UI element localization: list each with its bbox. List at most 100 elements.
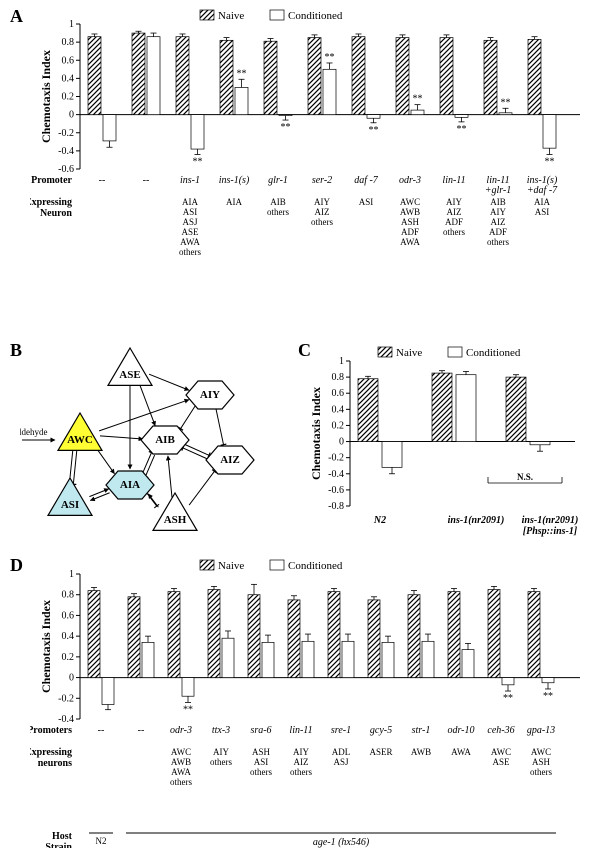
svg-text:Naive: Naive bbox=[218, 560, 244, 572]
svg-text:ins-1: ins-1 bbox=[180, 175, 200, 186]
svg-text:ASJ: ASJ bbox=[333, 757, 349, 767]
svg-text:1: 1 bbox=[339, 356, 344, 367]
svg-text:AIY: AIY bbox=[314, 197, 330, 207]
svg-text:+glr-1: +glr-1 bbox=[485, 185, 512, 196]
svg-text:Conditioned: Conditioned bbox=[288, 10, 343, 22]
svg-text:AIY: AIY bbox=[213, 747, 229, 757]
svg-text:-0.4: -0.4 bbox=[328, 469, 344, 480]
svg-text:0.8: 0.8 bbox=[332, 372, 345, 383]
svg-text:others: others bbox=[250, 767, 272, 777]
svg-text:ASE: ASE bbox=[119, 369, 140, 381]
svg-text:ASJ: ASJ bbox=[182, 217, 198, 227]
svg-text:AWC: AWC bbox=[67, 434, 93, 446]
svg-text:others: others bbox=[443, 227, 465, 237]
svg-text:ser-2: ser-2 bbox=[312, 175, 332, 186]
svg-text:AWA: AWA bbox=[171, 767, 191, 777]
svg-text:1: 1 bbox=[69, 569, 74, 580]
svg-text:Host: Host bbox=[52, 831, 73, 842]
svg-text:AIA: AIA bbox=[534, 197, 550, 207]
panel-a-label: A bbox=[10, 6, 23, 27]
svg-text:0.4: 0.4 bbox=[62, 631, 75, 642]
svg-text:Benzaldehyde: Benzaldehyde bbox=[20, 427, 47, 437]
svg-text:AIB: AIB bbox=[270, 197, 286, 207]
svg-text:AIZ: AIZ bbox=[220, 454, 240, 466]
svg-text:ins-1(s): ins-1(s) bbox=[219, 175, 250, 186]
svg-text:sra-6: sra-6 bbox=[250, 725, 271, 736]
svg-text:others: others bbox=[179, 247, 201, 257]
svg-text:ADL: ADL bbox=[332, 747, 351, 757]
svg-text:Neuron: Neuron bbox=[40, 208, 72, 219]
svg-text:**: ** bbox=[369, 125, 379, 136]
svg-text:N2: N2 bbox=[373, 515, 386, 526]
svg-text:ttx-3: ttx-3 bbox=[212, 725, 230, 736]
svg-text:neurons: neurons bbox=[38, 758, 72, 769]
svg-text:Expressing: Expressing bbox=[30, 747, 72, 758]
svg-text:N2: N2 bbox=[96, 836, 107, 846]
svg-text:0.2: 0.2 bbox=[62, 92, 75, 103]
svg-text:others: others bbox=[210, 757, 232, 767]
svg-text:others: others bbox=[290, 767, 312, 777]
svg-text:-0.8: -0.8 bbox=[328, 501, 344, 512]
svg-text:-0.2: -0.2 bbox=[328, 453, 344, 464]
svg-text:Conditioned: Conditioned bbox=[288, 560, 343, 572]
svg-text:odr-3: odr-3 bbox=[399, 175, 421, 186]
svg-text:-0.4: -0.4 bbox=[58, 146, 74, 157]
svg-text:others: others bbox=[267, 207, 289, 217]
svg-text:Chemotaxis Index: Chemotaxis Index bbox=[39, 600, 53, 693]
svg-text:--: -- bbox=[99, 175, 106, 186]
svg-text:AWB: AWB bbox=[171, 757, 191, 767]
svg-text:ASI: ASI bbox=[535, 207, 550, 217]
svg-text:ASH: ASH bbox=[164, 514, 187, 526]
svg-text:AWC: AWC bbox=[491, 747, 511, 757]
svg-text:ASE: ASE bbox=[181, 227, 199, 237]
svg-text:sre-1: sre-1 bbox=[331, 725, 351, 736]
svg-text:ceh-36: ceh-36 bbox=[487, 725, 514, 736]
svg-text:Chemotaxis Index: Chemotaxis Index bbox=[39, 50, 53, 143]
svg-text:ASH: ASH bbox=[401, 217, 420, 227]
svg-text:Conditioned: Conditioned bbox=[466, 347, 521, 359]
svg-text:0: 0 bbox=[339, 437, 344, 448]
svg-text:ASE: ASE bbox=[492, 757, 510, 767]
svg-text:AWA: AWA bbox=[451, 747, 471, 757]
svg-text:AWC: AWC bbox=[400, 197, 420, 207]
svg-text:**: ** bbox=[193, 157, 203, 168]
svg-text:**: ** bbox=[543, 691, 553, 702]
svg-text:ASER: ASER bbox=[369, 747, 392, 757]
svg-text:AIZ: AIZ bbox=[447, 207, 462, 217]
svg-text:N.S.: N.S. bbox=[517, 472, 533, 482]
svg-text:--: -- bbox=[138, 725, 145, 736]
svg-text:AIY: AIY bbox=[293, 747, 309, 757]
panel-c-chart: Naive Conditioned -0.8 -0.6 -0.4 -0.2 0 0.2 0.4 0… bbox=[308, 345, 588, 540]
svg-text:ASH: ASH bbox=[252, 747, 271, 757]
svg-text:**: ** bbox=[413, 94, 423, 105]
svg-text:AIY: AIY bbox=[446, 197, 462, 207]
svg-text:0.4: 0.4 bbox=[332, 404, 345, 415]
svg-text:ADF: ADF bbox=[445, 217, 463, 227]
svg-text:**: ** bbox=[457, 124, 467, 135]
svg-text:others: others bbox=[530, 767, 552, 777]
svg-text:ASI: ASI bbox=[254, 757, 269, 767]
svg-text:Expressing: Expressing bbox=[30, 197, 72, 208]
svg-text:ADF: ADF bbox=[489, 227, 507, 237]
svg-text:-0.6: -0.6 bbox=[328, 485, 344, 496]
svg-text:str-1: str-1 bbox=[412, 725, 431, 736]
svg-text:0.2: 0.2 bbox=[332, 420, 345, 431]
svg-text:AIA: AIA bbox=[226, 197, 242, 207]
svg-text:ASI: ASI bbox=[183, 207, 198, 217]
svg-text:ASH: ASH bbox=[532, 757, 551, 767]
svg-text:AIB: AIB bbox=[155, 434, 175, 446]
svg-text:Promoters: Promoters bbox=[30, 725, 72, 736]
svg-text:**: ** bbox=[501, 97, 511, 108]
svg-text:AIB: AIB bbox=[490, 197, 506, 207]
svg-text:AWC: AWC bbox=[531, 747, 551, 757]
svg-text:ASI: ASI bbox=[359, 197, 374, 207]
svg-text:**: ** bbox=[545, 157, 555, 168]
svg-text:others: others bbox=[311, 217, 333, 227]
svg-text:0: 0 bbox=[69, 673, 74, 684]
svg-text:others: others bbox=[170, 777, 192, 787]
svg-text:-0.2: -0.2 bbox=[58, 128, 74, 139]
svg-text:Naive: Naive bbox=[396, 347, 422, 359]
svg-text:+daf -7: +daf -7 bbox=[527, 185, 558, 196]
svg-text:Chemotaxis Index: Chemotaxis Index bbox=[309, 387, 323, 480]
svg-text:AIZ: AIZ bbox=[294, 757, 309, 767]
